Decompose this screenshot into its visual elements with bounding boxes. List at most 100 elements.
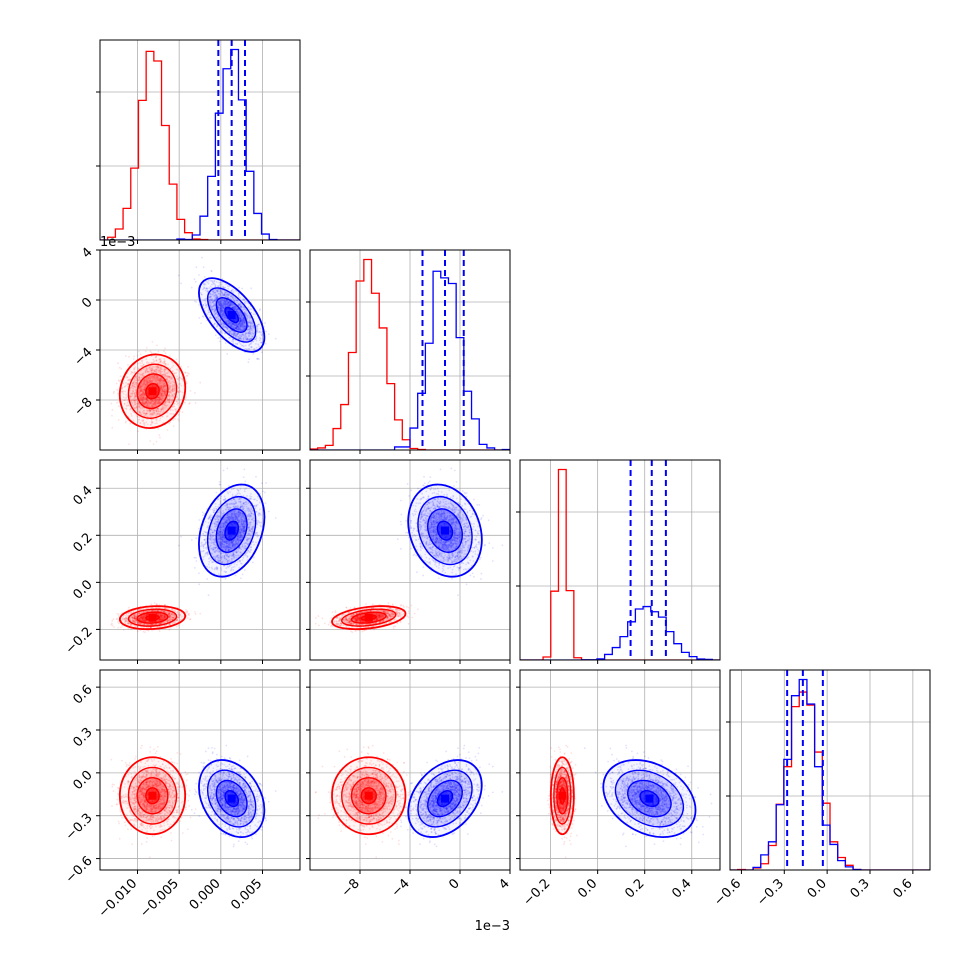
scatter-point (188, 372, 190, 375)
scatter-point (159, 386, 162, 389)
scatter-point (135, 406, 138, 408)
scatter-point (140, 399, 142, 401)
scatter-point (213, 310, 215, 313)
scatter-point (144, 384, 147, 386)
scatter-point (144, 350, 147, 353)
scatter-point (138, 392, 141, 395)
scatter-point (142, 397, 145, 400)
scatter-point (145, 379, 148, 382)
scatter-point (164, 402, 166, 404)
scatter-point (168, 379, 170, 382)
scatter-point (223, 301, 226, 304)
scatter-point (131, 382, 134, 385)
scatter-point (159, 382, 161, 384)
scatter-point (141, 393, 144, 395)
scatter-point (137, 402, 140, 404)
scatter-point (150, 367, 153, 369)
scatter-point (151, 404, 153, 407)
scatter-point (143, 379, 145, 382)
scatter-point (166, 400, 169, 403)
scatter-point (185, 608, 187, 611)
scatter-point (160, 368, 163, 371)
scatter-point (232, 322, 235, 325)
scatter-point (144, 397, 147, 399)
scatter-point (169, 386, 171, 389)
scatter-point (163, 368, 166, 371)
scatter-point (139, 374, 142, 377)
scatter-point (138, 376, 140, 379)
scatter-point (178, 386, 180, 389)
scatter-point (140, 387, 143, 390)
scatter-point (141, 365, 144, 368)
scatter-point (175, 358, 178, 361)
scatter-point (154, 368, 157, 371)
scatter-point (135, 376, 138, 379)
scatter-point (166, 399, 169, 401)
scatter-point (151, 361, 154, 364)
scatter-point (165, 377, 168, 380)
scatter-point (149, 410, 151, 412)
scatter-point (264, 322, 267, 324)
scatter-point (133, 384, 135, 386)
scatter-point (145, 378, 148, 381)
scatter-point (125, 408, 128, 410)
scatter-point (127, 383, 129, 386)
scatter-point (274, 337, 277, 340)
scatter-point (160, 398, 163, 401)
scatter-point (156, 412, 159, 415)
scatter-point (131, 399, 133, 402)
scatter-point (247, 331, 250, 334)
scatter-point (134, 403, 137, 406)
scatter-point (151, 405, 154, 408)
scatter-point (159, 360, 162, 362)
scatter-point (152, 379, 155, 382)
scatter-point (135, 383, 138, 386)
scatter-point (169, 376, 172, 379)
scatter-point (135, 375, 137, 378)
scatter-point (158, 383, 161, 386)
scatter-point (145, 367, 148, 370)
scatter-point (145, 398, 148, 400)
scatter-point (258, 358, 260, 361)
scatter-point (225, 299, 228, 302)
scatter-point (150, 376, 153, 378)
scatter-point (133, 368, 136, 371)
scatter-point (161, 361, 164, 364)
scatter-point (155, 440, 158, 443)
scatter-point (130, 386, 133, 389)
scatter-point (148, 403, 151, 405)
scatter-point (162, 407, 165, 410)
scatter-point (148, 409, 151, 411)
scatter-point (149, 402, 152, 405)
scatter-point (143, 379, 146, 382)
scatter-point (176, 403, 179, 406)
scatter-point (139, 386, 141, 388)
scatter-point (142, 391, 145, 394)
scatter-point (173, 393, 176, 396)
scatter-point (160, 378, 163, 381)
scatter-point (159, 358, 162, 360)
scatter-point (129, 407, 132, 410)
scatter-point (160, 386, 163, 388)
scatter-point (133, 399, 136, 401)
scatter-point (142, 396, 145, 399)
scatter-point (142, 382, 145, 385)
scatter-point (152, 401, 155, 404)
scatter-point (148, 409, 151, 411)
scatter-point (135, 413, 138, 416)
scatter-point (168, 398, 171, 401)
scatter-point (157, 396, 159, 399)
scatter-point (175, 372, 178, 374)
scatter-point (232, 339, 235, 341)
scatter-point (254, 342, 257, 345)
scatter-point (138, 411, 141, 414)
scatter-point (164, 372, 167, 375)
scatter-point (124, 390, 127, 393)
scatter-point (162, 390, 165, 392)
scatter-point (178, 369, 181, 372)
scatter-point (138, 376, 141, 379)
scatter-point (160, 382, 163, 384)
scatter-point (161, 379, 164, 382)
scatter-point (146, 397, 148, 400)
scatter-point (193, 278, 196, 281)
